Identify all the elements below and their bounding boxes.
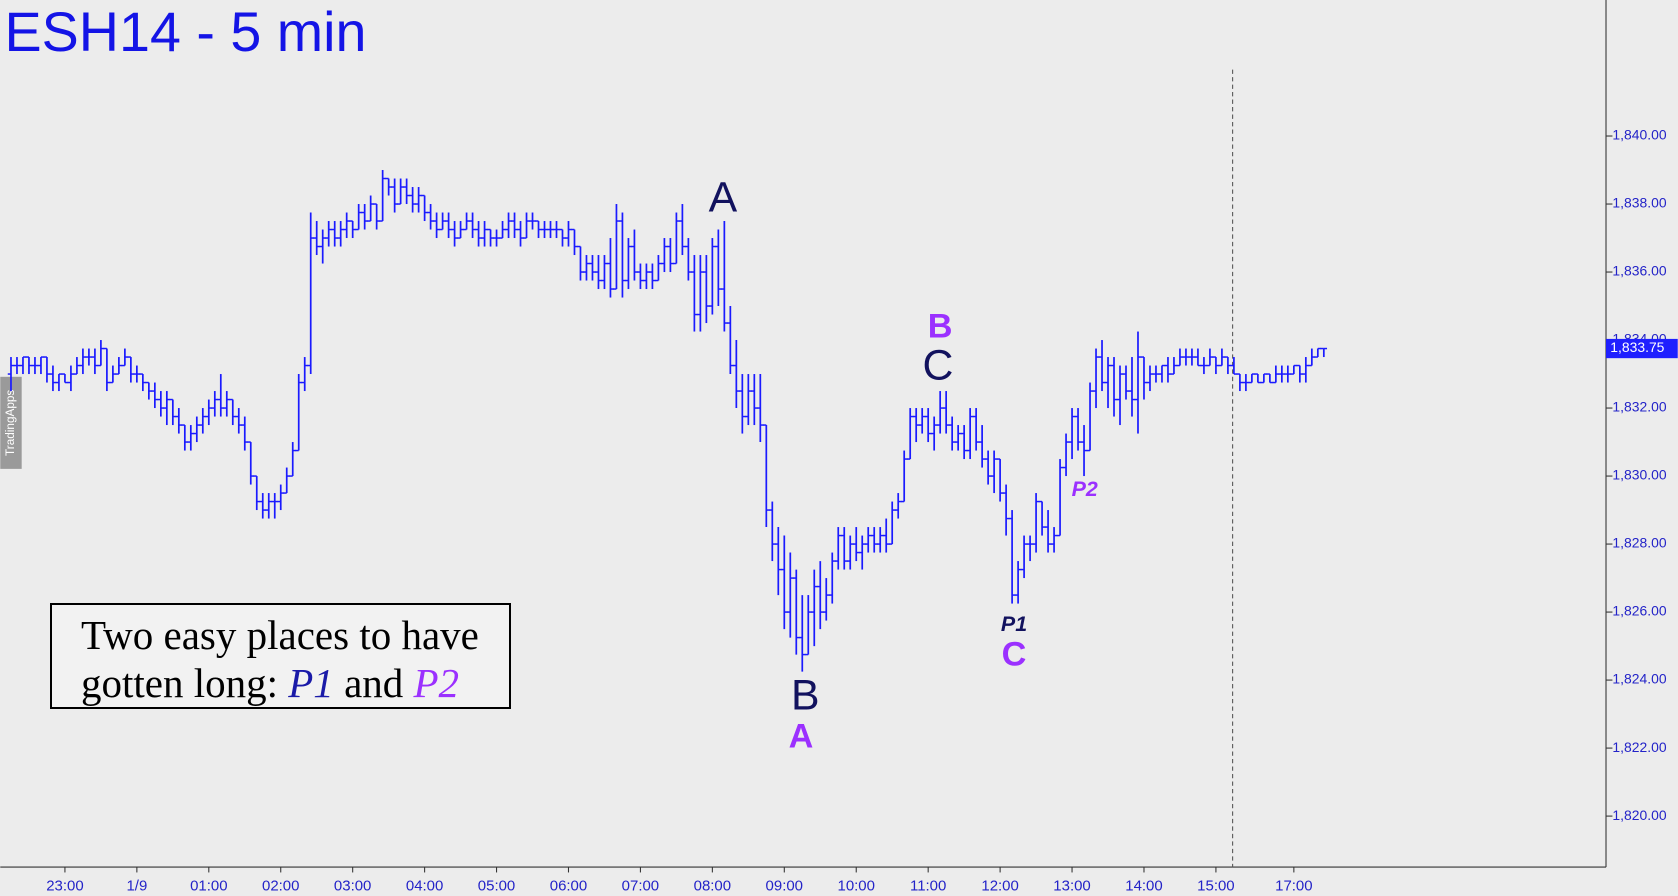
x-tick-label: 06:00 [550,877,587,894]
x-tick-label: 14:00 [1125,877,1162,894]
y-tick-label: 1,830.00 [1612,467,1666,483]
x-tick-label: 13:00 [1053,877,1090,894]
x-tick-label: 09:00 [766,877,803,894]
y-tick-label: 1,820.00 [1612,807,1666,823]
x-tick-label: 05:00 [478,877,515,894]
x-tick-label: 11:00 [910,877,946,894]
x-tick-label: 1/9 [126,877,147,894]
chart-title: ESH14 - 5 min [5,1,367,63]
note-text: and [344,660,404,706]
y-tick-label: 1,840.00 [1612,127,1666,143]
y-tick-label: 1,826.00 [1612,603,1666,619]
x-tick-label: 02:00 [262,877,299,894]
x-tick-label: 17:00 [1275,877,1312,894]
y-tick-label: 1,824.00 [1612,671,1666,687]
x-tick-label: 15:00 [1197,877,1234,894]
note-box: Two easy places to have gotten long: P1 … [50,603,511,709]
last-price-label: 1,833.75 [1610,339,1664,355]
y-tick-label: 1,828.00 [1612,535,1666,551]
note-p2: P2 [413,660,460,706]
y-tick-label: 1,836.00 [1612,263,1666,279]
x-tick-label: 01:00 [190,877,227,894]
watermark: TradingApps [4,390,17,456]
annotation: C [923,342,954,390]
y-tick-label: 1,822.00 [1612,739,1666,755]
y-tick-label: 1,838.00 [1612,195,1666,211]
x-tick-label: 04:00 [406,877,443,894]
note-line: Two easy places to have [81,612,479,658]
note-line: gotten long: P1 and P2 [81,659,509,707]
x-tick-label: 12:00 [981,877,1018,894]
annotation: C [1002,635,1027,673]
x-tick-label: 03:00 [334,877,371,894]
annotation: A [789,718,814,756]
note-text: gotten long: [81,660,279,706]
y-tick-label: 1,832.00 [1612,399,1666,415]
last-price-marker [1606,338,1678,359]
annotation: A [709,173,738,221]
annotation: P2 [1072,477,1098,501]
annotation: B [791,671,820,719]
annotation: B [928,308,953,346]
x-tick-label: 08:00 [694,877,731,894]
x-tick-label: 23:00 [46,877,83,894]
annotation: P1 [1001,612,1027,636]
watermark-box [0,376,22,469]
note-p1: P1 [288,660,334,706]
x-tick-label: 07:00 [622,877,659,894]
x-tick-label: 10:00 [838,877,875,894]
